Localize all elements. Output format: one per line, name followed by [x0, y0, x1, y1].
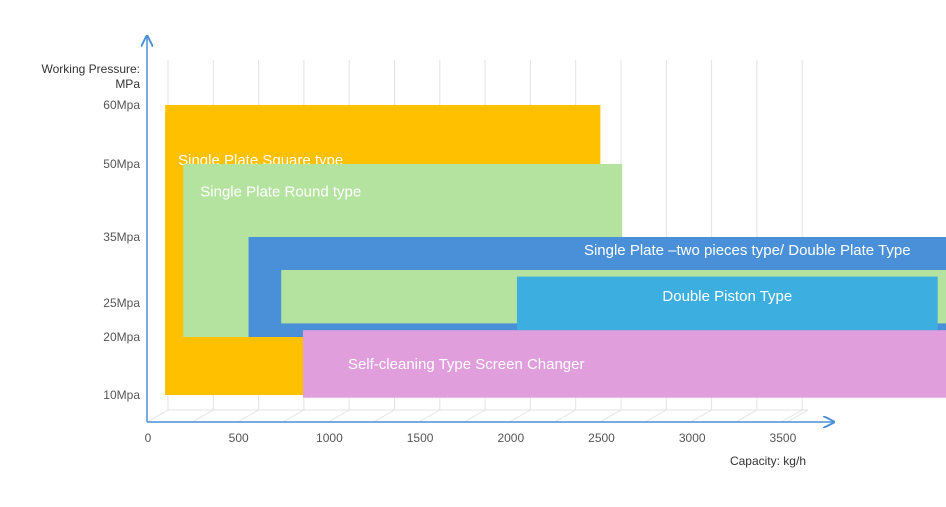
y-tick-label: 60Mpa [103, 98, 140, 112]
y-axis-title-line2: MPa [115, 77, 140, 91]
floor-gridline [282, 409, 305, 423]
axes [147, 36, 834, 422]
floor-gridline [418, 409, 441, 423]
y-tick-label: 25Mpa [103, 296, 140, 310]
floor-gridline [146, 409, 169, 423]
y-axis-title-line1: Working Pressure: [42, 62, 140, 76]
x-tick-label: 1000 [316, 431, 343, 445]
x-tick-label: 0 [145, 431, 152, 445]
floor-gridline [373, 409, 395, 423]
box-label-single-plate-two-pieces-type-double-plate-type: Single Plate –two pieces type/ Double Pl… [584, 242, 911, 259]
box-label-double-piston-type: Double Piston Type [662, 288, 792, 305]
floor-gridline [192, 409, 214, 423]
floor-gridline [554, 409, 576, 423]
box-double-piston-type [516, 276, 938, 331]
y-tick-label: 10Mpa [103, 388, 140, 402]
y-tick-label: 50Mpa [103, 157, 140, 171]
floor-gridline [237, 409, 259, 423]
x-axis-title: Capacity: kg/h [730, 454, 806, 468]
x-tick-label: 2000 [497, 431, 524, 445]
box-label-self-cleaning-type-screen-changer: Self-cleaning Type Screen Changer [348, 356, 585, 373]
y-tick-label: 20Mpa [103, 330, 140, 344]
x-tick-label: 1500 [407, 431, 434, 445]
x-tick-label: 500 [229, 431, 249, 445]
x-tick-label: 3500 [770, 431, 797, 445]
floor-gridline [599, 409, 622, 423]
floor-gridline [690, 409, 712, 423]
floor-gridline [735, 409, 758, 423]
x-tick-label: 3000 [679, 431, 706, 445]
x-tick-label: 2500 [588, 431, 615, 445]
floor-gridline [463, 409, 486, 423]
floor-gridline [645, 409, 667, 423]
box-self-cleaning-type-screen-changer [302, 330, 946, 398]
floor-edge-line [786, 409, 809, 423]
box-label-single-plate-round-type: Single Plate Round type [200, 184, 361, 201]
floor-gridline [327, 409, 350, 423]
y-tick-label: 35Mpa [103, 230, 140, 244]
ticks: 0 500 1000 1500 2000 2500 3000 3500 60Mpa 50Mpa 35… [103, 98, 796, 445]
floor-gridline [780, 409, 803, 423]
floor-gridline [509, 409, 531, 423]
